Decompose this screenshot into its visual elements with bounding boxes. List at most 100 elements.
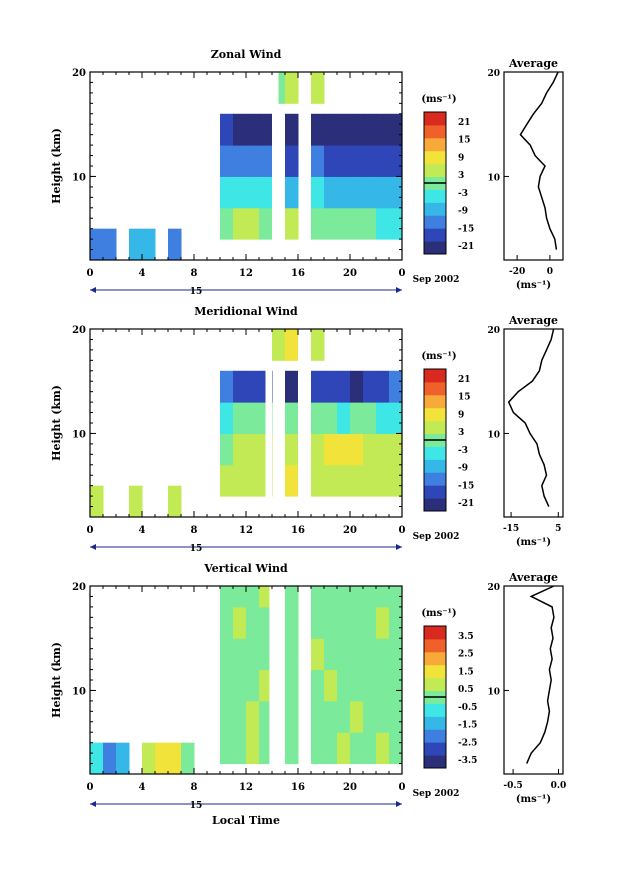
heatmap-cell	[90, 485, 104, 518]
heatmap-cell	[285, 586, 299, 608]
average-unit: (ms⁻¹)	[516, 794, 551, 805]
heatmap-cell	[285, 700, 299, 733]
colorbar: 21 15 9 3 -3 -9 -15 -21	[423, 111, 474, 255]
heatmap-cell	[155, 742, 169, 775]
heatmap-cell	[220, 207, 234, 240]
heatmap-cell	[350, 638, 364, 671]
y-tick-label: 20	[72, 582, 86, 593]
heatmap-cell	[337, 464, 351, 497]
heatmap-cell	[90, 228, 104, 261]
average-line	[507, 328, 555, 507]
heatmap-cell	[142, 742, 156, 775]
heatmap-cell	[311, 176, 325, 209]
panel-3: Vertical Wind 0 4 8 12 16 20 0 20 10 Height (km) 15…	[50, 562, 566, 811]
x-tick-label: 20	[343, 525, 357, 536]
colorbar-tick-label: 3	[458, 428, 464, 438]
heatmap-cell	[233, 732, 247, 765]
y-axis-label: Height (km)	[50, 642, 63, 718]
colorbar-segment	[424, 677, 446, 692]
heatmap-cell	[324, 207, 338, 240]
heatmap-cell	[324, 433, 338, 466]
heatmap-cell	[285, 669, 299, 702]
heatmap-cell	[233, 207, 247, 240]
heatmap-cell	[311, 207, 325, 240]
day-arrow-left	[90, 544, 96, 550]
heatmap-cell	[246, 433, 260, 466]
average-tick-label: -15	[503, 524, 519, 534]
average-tick-label: 0.0	[551, 781, 567, 791]
x-tick-label: 4	[139, 525, 146, 536]
heatmap-cell	[259, 176, 273, 209]
heatmap-cell	[168, 485, 182, 518]
heatmap-cell	[324, 402, 338, 434]
average-profile: Average -15 5 20 10 (ms⁻¹)	[487, 314, 564, 548]
day-arrow-left	[90, 801, 96, 807]
panel-1: Zonal Wind 0 4 8 12 16 20 0 20 10 Height (km) 15 Sep…	[50, 48, 564, 297]
heatmap-cell	[350, 669, 364, 702]
heatmap-cell	[246, 145, 260, 177]
colorbar-unit: (ms⁻¹)	[421, 94, 456, 105]
colorbar-tick-label: -0.5	[458, 703, 477, 713]
heatmap-cell	[376, 433, 390, 466]
heatmap-cell	[103, 742, 117, 775]
heatmap-cell	[389, 433, 403, 466]
colorbar-tick-label: 3	[458, 171, 464, 181]
heatmap-cell	[233, 145, 247, 177]
heatmap-cell	[389, 464, 403, 497]
day-label: 15	[190, 287, 203, 297]
heatmap-cell	[363, 638, 377, 671]
heatmap-cell	[337, 638, 351, 671]
heatmap-cell	[233, 402, 247, 434]
heatmap-cell	[363, 606, 377, 639]
data-gap	[301, 586, 309, 774]
average-y-tick-label: 20	[487, 69, 500, 79]
heatmap-cell	[337, 176, 351, 209]
heatmap-cell	[389, 207, 403, 240]
heatmap-cell	[389, 669, 403, 702]
heatmap-cell	[246, 113, 260, 146]
heatmap-cell	[324, 370, 338, 403]
colorbar: 3.5 2.5 1.5 0.5 -0.5 -1.5 -2.5 -3.5	[423, 625, 477, 769]
heatmap-cell	[233, 638, 247, 671]
average-y-tick-label: 10	[487, 687, 500, 697]
heatmap-cell	[376, 464, 390, 497]
colorbar-segment	[424, 703, 446, 717]
colorbar-tick-label: -3	[458, 189, 468, 199]
heatmap-cell	[168, 742, 182, 775]
heatmap-cell	[337, 732, 351, 765]
heatmap-cell	[129, 485, 143, 518]
heatmap-cell	[168, 228, 182, 261]
heatmap-cells	[90, 329, 403, 518]
x-tick-label: 0	[87, 782, 94, 793]
heatmap-cell	[376, 370, 390, 403]
x-tick-label: 12	[239, 525, 253, 536]
heatmap-cell	[389, 700, 403, 733]
colorbar-segment	[424, 716, 446, 730]
y-axis-label: Height (km)	[50, 385, 63, 461]
data-gap	[304, 72, 311, 260]
heatmap-cell	[259, 113, 273, 146]
heatmap-cell	[337, 606, 351, 639]
average-line	[519, 71, 559, 250]
heatmap-cell	[363, 402, 377, 434]
heatmap-cell	[337, 207, 351, 240]
colorbar-tick-label: 2.5	[458, 650, 474, 660]
heatmap-cell	[350, 176, 364, 209]
heatmap-cells	[90, 586, 403, 775]
average-frame	[503, 71, 564, 261]
data-gap	[269, 586, 276, 774]
heatmap-cell	[324, 669, 338, 702]
colorbar-segment	[424, 485, 446, 499]
colorbar-tick-label: -21	[458, 499, 474, 509]
heatmap-cell	[376, 145, 390, 177]
x-tick-label: 0	[87, 525, 94, 536]
average-y-tick-label: 20	[487, 583, 500, 593]
heatmap-cell	[389, 176, 403, 209]
colorbar-segment	[424, 498, 446, 512]
heatmap-cell	[246, 370, 260, 403]
heatmap-cell	[233, 370, 247, 403]
heatmap-cell	[350, 464, 364, 497]
heatmap-cell	[311, 329, 325, 361]
y-tick-label: 20	[72, 325, 86, 336]
